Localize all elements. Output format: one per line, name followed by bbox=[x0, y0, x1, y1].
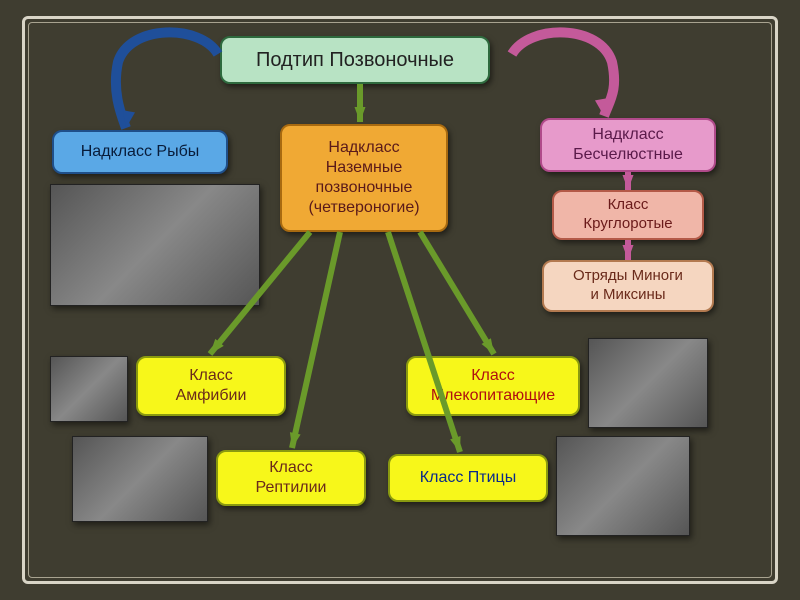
image-frog bbox=[50, 356, 128, 422]
node-amphibia-class: Класс Амфибии bbox=[136, 356, 286, 416]
node-cyclostomata-class: Класс Круглоротые bbox=[552, 190, 704, 240]
image-bird bbox=[556, 436, 690, 536]
node-root: Подтип Позвоночные bbox=[220, 36, 490, 84]
image-fish bbox=[50, 184, 260, 306]
node-aves-class: Класс Птицы bbox=[388, 454, 548, 502]
node-terrestrial-superclass: Надкласс Наземные позвоночные (четвероно… bbox=[280, 124, 448, 232]
node-fish-superclass: Надкласс Рыбы bbox=[52, 130, 228, 174]
node-jawless-superclass: Надкласс Бесчелюстные bbox=[540, 118, 716, 172]
node-mammalia-class: Класс Млекопитающие bbox=[406, 356, 580, 416]
image-snake bbox=[72, 436, 208, 522]
image-lynx bbox=[588, 338, 708, 428]
node-lampreys-orders: Отряды Миноги и Миксины bbox=[542, 260, 714, 312]
node-reptilia-class: Класс Рептилии bbox=[216, 450, 366, 506]
